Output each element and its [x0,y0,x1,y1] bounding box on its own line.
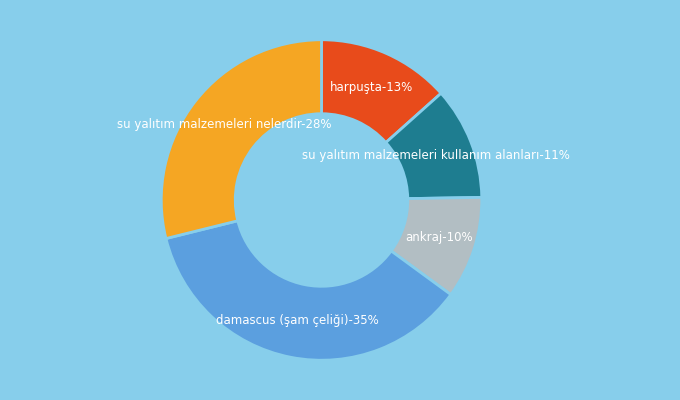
Wedge shape [386,93,481,199]
Wedge shape [322,40,441,142]
Text: ankraj-10%: ankraj-10% [405,231,473,244]
Text: su yalıtım malzemeleri nelerdir-28%: su yalıtım malzemeleri nelerdir-28% [117,118,332,130]
Text: damascus (şam çeliği)-35%: damascus (şam çeliği)-35% [216,314,379,328]
Wedge shape [391,198,481,295]
Wedge shape [161,40,322,238]
Text: su yalıtım malzemeleri kullanım alanları-11%: su yalıtım malzemeleri kullanım alanları… [303,149,571,162]
Text: harpuşta-13%: harpuşta-13% [330,81,413,94]
Wedge shape [166,221,451,360]
